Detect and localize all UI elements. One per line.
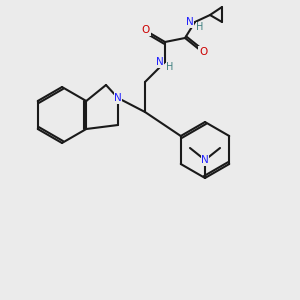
Text: H: H xyxy=(166,62,174,72)
Text: H: H xyxy=(196,22,204,32)
Text: N: N xyxy=(156,57,164,67)
Text: N: N xyxy=(201,155,209,165)
Text: N: N xyxy=(114,93,122,103)
Text: N: N xyxy=(186,17,194,27)
Text: O: O xyxy=(199,47,207,57)
Text: O: O xyxy=(142,25,150,35)
